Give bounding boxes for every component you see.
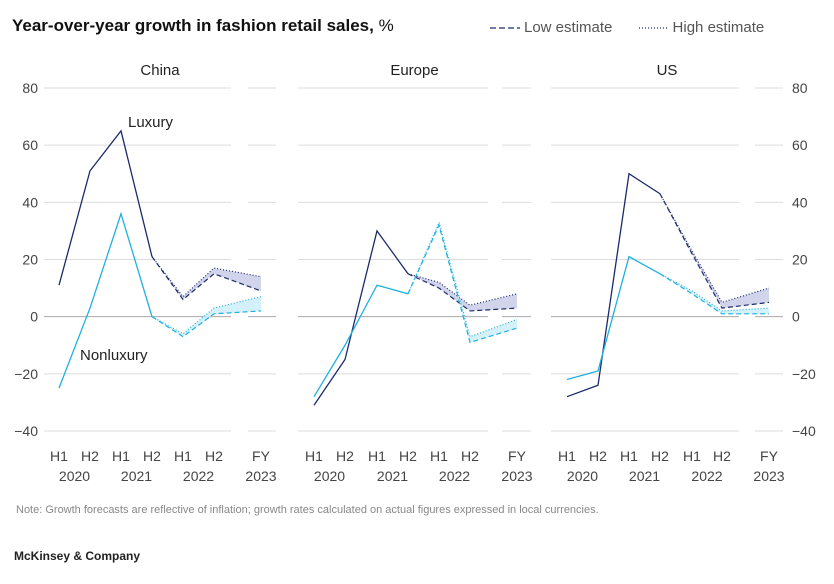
x-tick-label: H1 [430,448,448,464]
x-tick-label: H2 [399,448,417,464]
estimate-band-nonluxury [152,296,261,337]
legend-high: High estimate [638,19,765,36]
x-tick-label: H1 [305,448,323,464]
low-estimate-nonluxury [151,310,262,338]
x-tick-label: FY [760,448,779,464]
high-estimate-luxury [407,273,518,306]
x-tick-year: 2023 [245,468,276,484]
x-tick-year: 2021 [629,468,660,484]
y-tick-right: 60 [792,137,808,153]
estimate-band-nonluxury [660,273,769,314]
y-tick-right: −40 [792,423,816,439]
x-tick-label: H2 [713,448,731,464]
low-estimate-nonluxury [407,223,518,344]
x-tick-label: H2 [336,448,354,464]
estimate-band-luxury [408,273,517,311]
series-line-nonluxury [58,211,153,389]
x-tick-label: FY [252,448,271,464]
x-tick-year: 2020 [567,468,598,484]
y-tick-right: 40 [792,194,808,210]
footnote: Note: Growth forecasts are reflective of… [16,504,599,516]
estimate-band-luxury [152,256,261,300]
x-tick-label: H2 [651,448,669,464]
chart-title-main: Year-over-year growth in fashion retail … [12,16,374,35]
legend-low-swatch [490,26,520,29]
y-tick-right: −20 [792,366,816,382]
x-tick-label: H2 [205,448,223,464]
chart-title: Year-over-year growth in fashion retail … [12,16,394,36]
x-tick-year: 2022 [691,468,722,484]
x-tick-label: H2 [589,448,607,464]
x-tick-label: H1 [50,448,68,464]
low-estimate-luxury [407,273,518,312]
legend: Low estimate High estimate [490,19,786,37]
x-tick-year: 2020 [314,468,345,484]
series-line-nonluxury [313,284,409,398]
low-estimate-luxury [659,193,770,309]
x-tick-label: H1 [174,448,192,464]
y-tick-left: 60 [22,137,38,153]
y-tick-right: 80 [792,80,808,96]
x-tick-year: 2022 [183,468,214,484]
y-tick-left: −40 [14,423,38,439]
x-tick-label: H2 [461,448,479,464]
legend-low-label: Low estimate [524,19,613,36]
x-tick-year: 2022 [439,468,470,484]
low-estimate-luxury [151,256,262,301]
y-tick-left: 20 [22,252,38,268]
legend-high-label: High estimate [672,19,765,36]
legend-low: Low estimate [490,19,612,36]
series-line-nonluxury [566,255,661,381]
y-tick-left: 0 [30,309,38,325]
series-line-luxury [313,229,409,406]
x-tick-label: H1 [558,448,576,464]
chart-title-unit: % [378,16,394,35]
y-tick-left: 80 [22,80,38,96]
nonluxury-annotation: Nonluxury [80,347,148,364]
x-tick-label: FY [508,448,527,464]
estimate-band-luxury [660,193,769,309]
x-tick-year: 2023 [501,468,532,484]
low-estimate-nonluxury [659,273,769,315]
panel-title: US [657,62,678,79]
x-tick-year: 2021 [377,468,408,484]
series-line-luxury [566,172,661,398]
x-tick-label: H1 [112,448,130,464]
series-line-luxury [58,129,153,286]
legend-high-swatch [638,26,669,29]
high-estimate-luxury [659,193,770,304]
y-tick-right: 0 [792,309,800,325]
brand-logo-text: McKinsey & Company [14,549,141,563]
panel-title: China [140,62,180,79]
y-tick-right: 20 [792,252,808,268]
y-tick-left: 40 [22,194,38,210]
estimate-band-nonluxury [408,222,517,343]
x-tick-label: H2 [81,448,99,464]
high-estimate-nonluxury [151,296,262,335]
high-estimate-nonluxury [659,273,770,312]
x-tick-year: 2020 [59,468,90,484]
x-tick-label: H1 [368,448,386,464]
x-tick-label: H1 [683,448,701,464]
x-tick-label: H1 [620,448,638,464]
panel-title: Europe [390,62,438,79]
y-tick-left: −20 [14,366,38,382]
x-tick-label: H2 [143,448,161,464]
luxury-annotation: Luxury [128,114,174,131]
x-tick-year: 2021 [121,468,152,484]
x-tick-year: 2023 [753,468,784,484]
